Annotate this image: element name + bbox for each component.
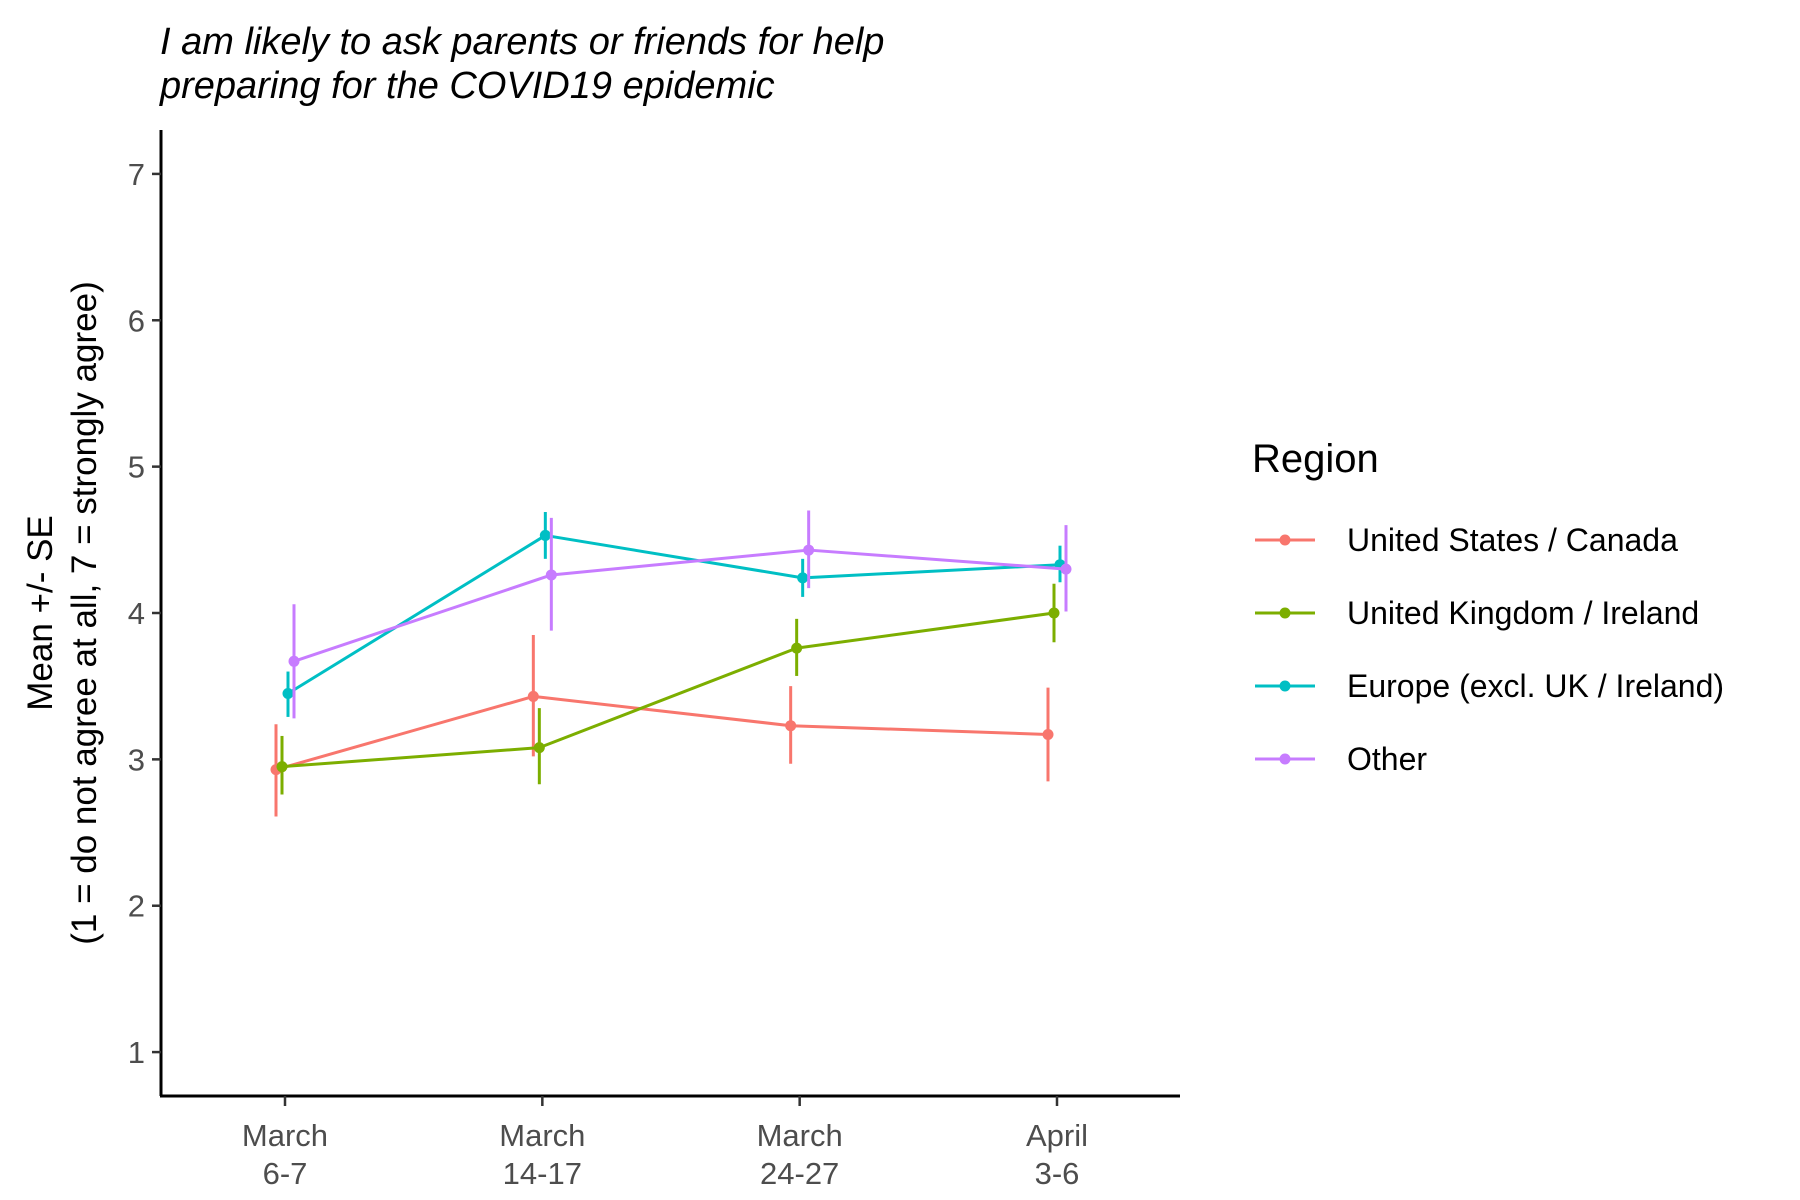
data-point: [539, 529, 551, 541]
series-4: [288, 510, 1072, 719]
legend-key-point: [1279, 534, 1291, 546]
legend-key: [1255, 753, 1315, 765]
data-point: [282, 688, 294, 699]
series-layer: [270, 510, 1072, 817]
chart-title-line: preparing for the COVID19 epidemic: [159, 65, 775, 107]
y-tick-label: 3: [128, 742, 145, 777]
legend-key-point: [1279, 680, 1291, 692]
data-point: [1060, 563, 1072, 575]
y-tick-label: 7: [128, 157, 145, 192]
data-point: [785, 720, 797, 732]
data-point: [797, 572, 809, 584]
data-point: [1048, 607, 1060, 619]
series-line: [293, 548, 1067, 663]
series-line: [275, 694, 1049, 772]
series-3: [282, 512, 1066, 717]
data-point: [803, 544, 815, 556]
x-tick-label: March: [499, 1118, 585, 1153]
series-1: [270, 634, 1054, 817]
x-tick-label: 14-17: [503, 1156, 582, 1191]
legend-key-point: [1279, 753, 1291, 765]
legend-key: [1255, 607, 1315, 619]
series-line: [287, 533, 1061, 695]
y-axis-label: Mean +/- SE (1 = do not agree at all, 7 =…: [21, 281, 104, 944]
data-point: [545, 569, 557, 581]
y-tick-label: 2: [128, 889, 145, 924]
legend-label: United States / Canada: [1347, 522, 1678, 558]
legend-key-point: [1279, 607, 1291, 619]
legend: Region United States / Canada United Kingd…: [1252, 437, 1724, 777]
data-point: [791, 642, 803, 654]
data-point: [1042, 728, 1054, 740]
x-tick-label: March: [757, 1118, 843, 1153]
legend-label: Other: [1347, 741, 1427, 777]
series-2: [276, 583, 1060, 795]
legend-title: Region: [1252, 437, 1379, 481]
data-point: [533, 742, 545, 754]
x-tick-label: 24-27: [760, 1156, 839, 1191]
axes: [159, 130, 1180, 1098]
legend-label: United Kingdom / Ireland: [1347, 595, 1699, 631]
chart-title: I am likely to ask parents or friends fo…: [159, 21, 884, 107]
legend-key: [1255, 680, 1315, 692]
legend-label: Europe (excl. UK / Ireland): [1347, 668, 1724, 704]
y-axis-label-line: Mean +/- SE: [21, 515, 60, 711]
x-tick-label: 6-7: [263, 1156, 308, 1191]
y-tick-label: 4: [128, 596, 145, 631]
series-line: [281, 611, 1055, 769]
y-tick-label: 5: [128, 450, 145, 485]
legend-key: [1255, 534, 1315, 546]
data-point: [288, 655, 300, 667]
y-axis-label-line: (1 = do not agree at all, 7 = strongly a…: [65, 281, 104, 944]
y-tick-label: 6: [128, 303, 145, 338]
data-point: [527, 690, 539, 702]
x-tick-label: April: [1026, 1118, 1088, 1153]
y-axis-ticks: 1 2 3 4 5 6 7: [128, 157, 161, 1070]
data-point: [276, 761, 288, 773]
x-tick-label: March: [242, 1118, 328, 1153]
x-tick-label: 3-6: [1035, 1156, 1080, 1191]
chart-title-line: I am likely to ask parents or friends fo…: [160, 21, 884, 63]
y-tick-label: 1: [128, 1035, 145, 1070]
